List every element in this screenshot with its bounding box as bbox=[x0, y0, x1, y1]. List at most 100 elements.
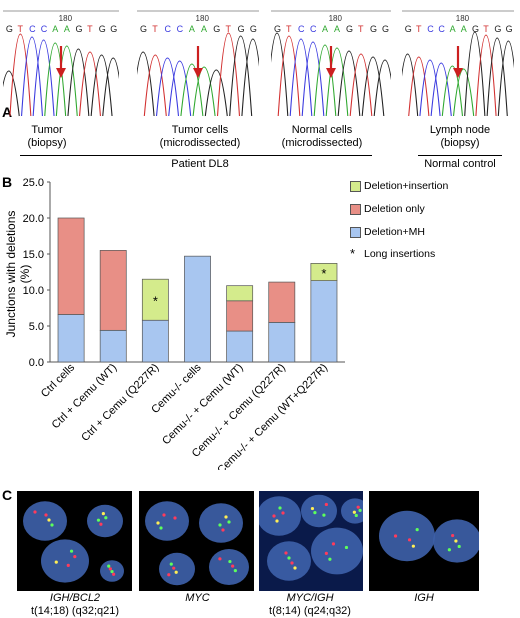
bar-segment bbox=[226, 300, 254, 332]
trace-peak bbox=[497, 40, 514, 117]
fish-image-myc-igh bbox=[259, 491, 363, 591]
fish-signal-dot bbox=[354, 513, 358, 518]
cell-nucleus bbox=[209, 549, 249, 585]
y-tick-label: 25.0 bbox=[23, 177, 44, 189]
control-group-line bbox=[418, 155, 502, 156]
bar-segment bbox=[141, 278, 169, 321]
patient-group-line bbox=[20, 155, 372, 156]
trace-peak bbox=[102, 57, 119, 117]
trace-peak bbox=[271, 32, 289, 117]
trace-caption-2: Tumor cells (microdissected) bbox=[159, 124, 241, 149]
trace-peak bbox=[90, 54, 113, 117]
trace-peak bbox=[180, 63, 204, 117]
category-label: Cemu-/- + Cemu (WT) bbox=[160, 362, 246, 448]
cell-nucleus bbox=[159, 552, 195, 586]
trace-peak bbox=[325, 47, 349, 117]
trace-peak bbox=[419, 59, 441, 117]
base-call: G bbox=[140, 24, 147, 34]
base-call: T bbox=[416, 24, 422, 34]
fish-signal-dot bbox=[172, 566, 176, 570]
y-tick-label: 0.0 bbox=[29, 357, 44, 369]
fish-signal-dot bbox=[221, 528, 225, 532]
trace-peak bbox=[430, 62, 452, 117]
base-call: T bbox=[225, 24, 231, 34]
fish-signal-dot bbox=[352, 510, 356, 514]
legend-star: * bbox=[350, 246, 356, 261]
fish-signal-dot bbox=[281, 511, 285, 515]
fish-signal-dot bbox=[411, 544, 415, 548]
base-call: A bbox=[461, 24, 467, 34]
legend-long-insertions: * Long insertions bbox=[350, 246, 436, 261]
base-call: T bbox=[483, 24, 489, 34]
base-call: A bbox=[201, 24, 207, 34]
chart-axes: 0.0 5.0 10.0 15.0 20.0 25.0 bbox=[23, 177, 345, 369]
base-call: A bbox=[52, 24, 58, 34]
fish-signal-dot bbox=[156, 521, 160, 525]
fish-signal-dot bbox=[96, 518, 101, 522]
fish-caption-2: MYC bbox=[185, 592, 210, 604]
chromatogram-4: 180 G T C C A A G T G G bbox=[402, 8, 514, 118]
fish-signal-dot bbox=[358, 508, 362, 512]
trace-peak bbox=[241, 38, 259, 117]
base-call: G bbox=[382, 24, 389, 34]
trace-caption-4: Lymph node (biopsy) bbox=[429, 124, 491, 149]
y-axis-label: Junctions with deletions (%) bbox=[4, 210, 32, 338]
fish-signal-dot bbox=[107, 564, 111, 568]
trace-peak bbox=[79, 51, 101, 117]
mutation-arrow-head-icon bbox=[193, 68, 203, 78]
base-call: G bbox=[472, 24, 479, 34]
fish-signal-dot bbox=[324, 551, 328, 555]
trace-peak bbox=[216, 32, 241, 117]
base-call: T bbox=[87, 24, 93, 34]
base-call: T bbox=[18, 24, 24, 34]
fish-signal-dot bbox=[310, 506, 315, 511]
deletion-bar-chart: 0.05.010.015.020.025.0 ** Ctrl cellsCtrl… bbox=[23, 177, 345, 470]
fish-signal-dot bbox=[293, 566, 297, 570]
fish-signal-dot bbox=[104, 516, 108, 520]
fish-signal-dot bbox=[69, 549, 74, 553]
legend-swatch-red bbox=[350, 203, 361, 215]
cell-nucleus bbox=[341, 498, 363, 524]
y-tick-label: 15.0 bbox=[23, 249, 44, 261]
fish-signal-dot bbox=[112, 572, 116, 576]
base-call: A bbox=[334, 24, 340, 34]
long-insertion-star: * bbox=[153, 294, 158, 309]
fish-caption-3: MYC/IGH t(8;14) (q24;q32) bbox=[269, 592, 351, 617]
fish-signal-dot bbox=[447, 548, 451, 552]
fish-signal-dot bbox=[218, 557, 222, 561]
base-call: G bbox=[250, 24, 257, 34]
cell-nucleus bbox=[311, 527, 363, 575]
base-call: A bbox=[322, 24, 328, 34]
fish-signal-dot bbox=[66, 563, 70, 567]
fish-signal-dot bbox=[415, 528, 419, 532]
fish-signal-dot bbox=[344, 545, 349, 550]
fish-image-igh bbox=[369, 491, 479, 591]
bar-segment bbox=[310, 263, 338, 281]
fish-signal-dot bbox=[451, 533, 455, 538]
panel-b-letter: B bbox=[2, 174, 13, 190]
cell-nucleus bbox=[259, 496, 301, 536]
fish-signal-dot bbox=[275, 519, 279, 523]
fish-signal-dot bbox=[284, 551, 288, 555]
bar-segment bbox=[184, 255, 211, 363]
cell-nucleus bbox=[379, 510, 435, 562]
cell-nucleus bbox=[199, 503, 243, 543]
base-call: G bbox=[238, 24, 245, 34]
y-tick-label: 10.0 bbox=[23, 285, 44, 297]
trace-peak bbox=[3, 70, 20, 117]
trace-peak bbox=[486, 37, 508, 117]
fish-signal-dot bbox=[99, 522, 103, 526]
category-label: Ctrl cells bbox=[39, 361, 78, 400]
fish-signal-dot bbox=[331, 542, 336, 546]
base-call: C bbox=[177, 24, 184, 34]
base-call: A bbox=[64, 24, 70, 34]
base-call: G bbox=[494, 24, 501, 34]
fish-signal-dot bbox=[47, 518, 51, 522]
chart-bars: ** bbox=[57, 217, 338, 363]
patient-group-label: Patient DL8 bbox=[171, 158, 229, 170]
fish-signal-dot bbox=[290, 561, 294, 565]
position-label: 180 bbox=[456, 14, 470, 23]
legend-deletion-only: Deletion only bbox=[350, 203, 425, 215]
cell-nucleus bbox=[145, 501, 189, 541]
mutation-arrow-head-icon bbox=[56, 68, 66, 78]
